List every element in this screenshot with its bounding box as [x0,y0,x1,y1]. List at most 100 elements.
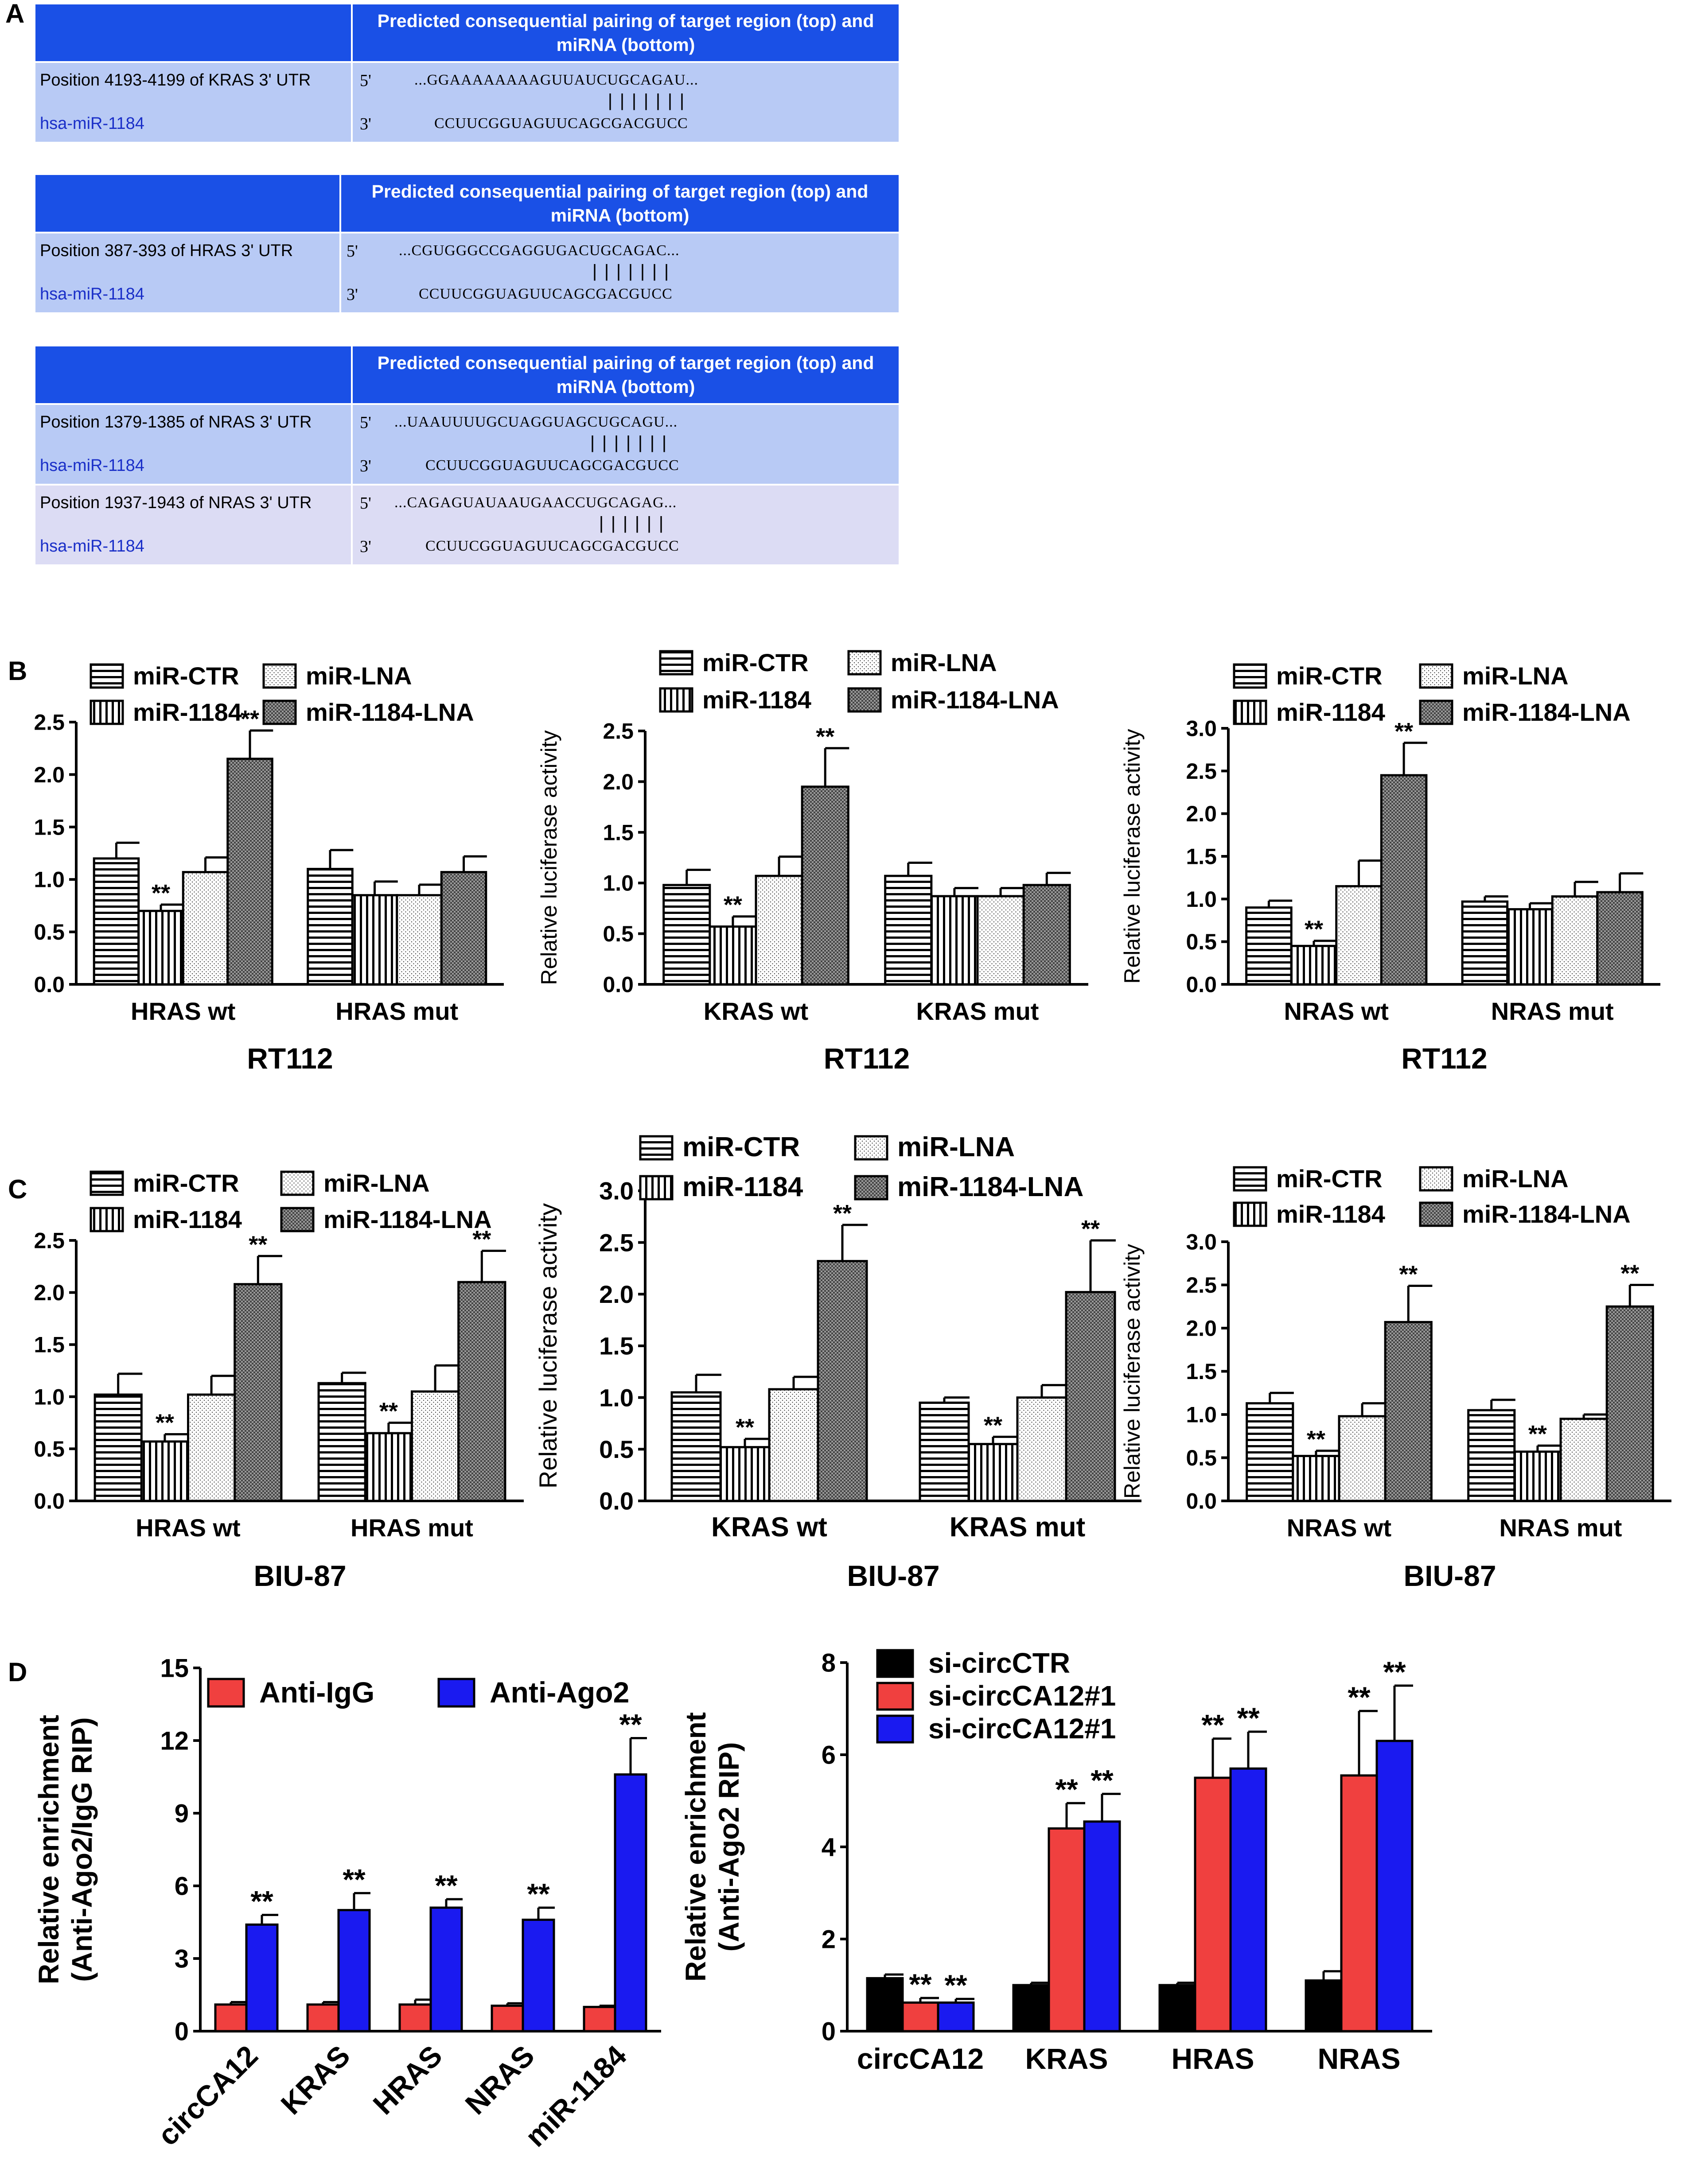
y-tick-label: 4 [822,1833,836,1861]
bar [1559,1418,1608,1502]
legend-label: miR-CTR [702,649,809,676]
pairing-lines: ||||||| [587,434,671,454]
utr-position: Position 387-393 of HRAS 3' UTR [40,241,293,260]
bar [1246,1402,1294,1502]
y-tick-label: 3.0 [1186,716,1217,741]
y-axis-label-2: (Anti-Ago2 RIP) [713,1742,745,1952]
x-tick-label: KRAS [1025,2042,1108,2075]
bar [719,1446,771,1502]
y-axis-label-2: (Anti-Ago2/IgG RIP) [66,1717,98,1982]
bar [306,2003,340,2032]
bar [884,874,933,986]
legend-swatch [876,1714,914,1744]
y-tick-label: 1.0 [1186,1403,1217,1427]
bar [1605,1305,1654,1502]
x-tick-label: NRAS [1317,2042,1400,2075]
legend-swatch [90,1170,124,1196]
bar [817,1260,868,1502]
bar [662,884,711,986]
panel-label-a: A [5,0,25,28]
significance-label: ** [152,880,170,906]
x-tick-label: KRAS mut [950,1512,1086,1543]
legend-label: miR-1184-LNA [306,698,474,726]
y-tick-label: 1.0 [603,871,634,896]
x-tick-label: KRAS mut [916,997,1039,1025]
y-tick-label: 2.0 [603,769,634,794]
y-tick-label: 1.5 [1186,1359,1217,1384]
significance-label: ** [472,1226,491,1253]
legend-swatch [659,687,693,713]
legend-swatch [847,650,882,676]
legend-swatch [1419,663,1453,689]
table-row: Position 4193-4199 of KRAS 3' UTR hsa-mi… [35,61,899,142]
legend-label: miR-1184 [702,686,811,714]
legend-label: miR-1184-LNA [1462,1200,1631,1228]
x-tick-label: HRAS mut [335,997,458,1025]
mirna-name: hsa-miR-1184 [40,456,144,475]
legend-swatch [639,1135,674,1161]
bar [866,1977,904,2032]
x-tick-label: HRAS mut [351,1514,473,1542]
pairing-table-hras: Predicted consequential pairing of targe… [35,175,899,312]
bar [245,1923,279,2032]
bar [182,871,229,986]
bar [1380,774,1428,986]
x-tick-label: HRAS [1171,2042,1254,2075]
bar [1012,1984,1050,2032]
legend-label: miR-1184-LNA [897,1172,1083,1202]
bar [140,1440,189,1502]
significance-label: ** [1383,1655,1406,1688]
legend-swatch [262,663,297,689]
legend-label: si-circCA12#1 [928,1713,1116,1745]
table-row: Position 1937-1943 of NRAS 3' UTR hsa-mi… [35,484,899,564]
target-sequence: ...CAGAGUAUAAUGAACCUGCAGAG... [394,494,677,511]
y-tick-label: 2.5 [1186,1273,1217,1298]
bar [1384,1321,1433,1502]
y-tick-label: 1.0 [34,1384,65,1409]
y-tick-label: 0.0 [1186,972,1217,997]
legend-swatch [1233,1201,1267,1227]
y-tick-label: 0 [822,2017,836,2046]
y-tick-label: 0.0 [34,972,65,997]
y-tick-label: 2.0 [1186,1316,1217,1341]
y-tick-label: 2.5 [1186,759,1217,784]
x-tick-label: circCA12 [857,2042,984,2075]
table-header-title: Predicted consequential pairing of targe… [353,346,899,403]
legend-label: miR-1184 [1276,1200,1385,1228]
legend-label: si-circCTR [928,1647,1070,1679]
legend-swatch [659,650,693,676]
legend-label: miR-CTR [1276,662,1383,690]
table-header: Predicted consequential pairing of targe… [35,4,899,61]
legend-swatch [854,1135,888,1161]
legend-label: miR-1184-LNA [323,1205,492,1233]
significance-label: ** [1305,916,1323,943]
bar [491,2005,524,2032]
bar [396,894,443,986]
x-tick-label: NRAS [459,2039,541,2121]
significance-label: ** [1237,1702,1260,1734]
legend-label: miR-LNA [1462,1165,1569,1193]
table-row: Position 1379-1385 of NRAS 3' UTR hsa-mi… [35,403,899,484]
bar [1305,1979,1343,2032]
five-prime-label: 5' [360,71,371,90]
y-tick-label: 3 [175,1944,189,1973]
bar [755,874,803,986]
x-tick-label: HRAS [366,2039,448,2121]
y-tick-label: 1.0 [599,1383,634,1411]
y-tick-label: 1.5 [603,820,634,845]
y-tick-label: 0.5 [34,920,65,944]
target-sequence: ...GGAAAAAAAAGUUAUCUGCAGAU... [414,72,698,88]
y-tick-label: 0.5 [1186,1446,1217,1470]
cell-line-title: RT112 [1401,1042,1487,1075]
bar [226,758,273,986]
significance-label: ** [1055,1773,1078,1806]
x-tick-label: KRAS [274,2039,356,2121]
legend-label: miR-CTR [133,1169,239,1197]
bar [1596,891,1644,986]
mirna-name: hsa-miR-1184 [40,114,144,133]
y-axis-label: Relative luciferase activity [1120,729,1145,983]
bar [398,2003,432,2032]
y-tick-label: 2.0 [1186,801,1217,826]
pairing-lines: ||||||| [605,92,689,112]
utr-position: Position 4193-4199 of KRAS 3' UTR [40,71,311,89]
